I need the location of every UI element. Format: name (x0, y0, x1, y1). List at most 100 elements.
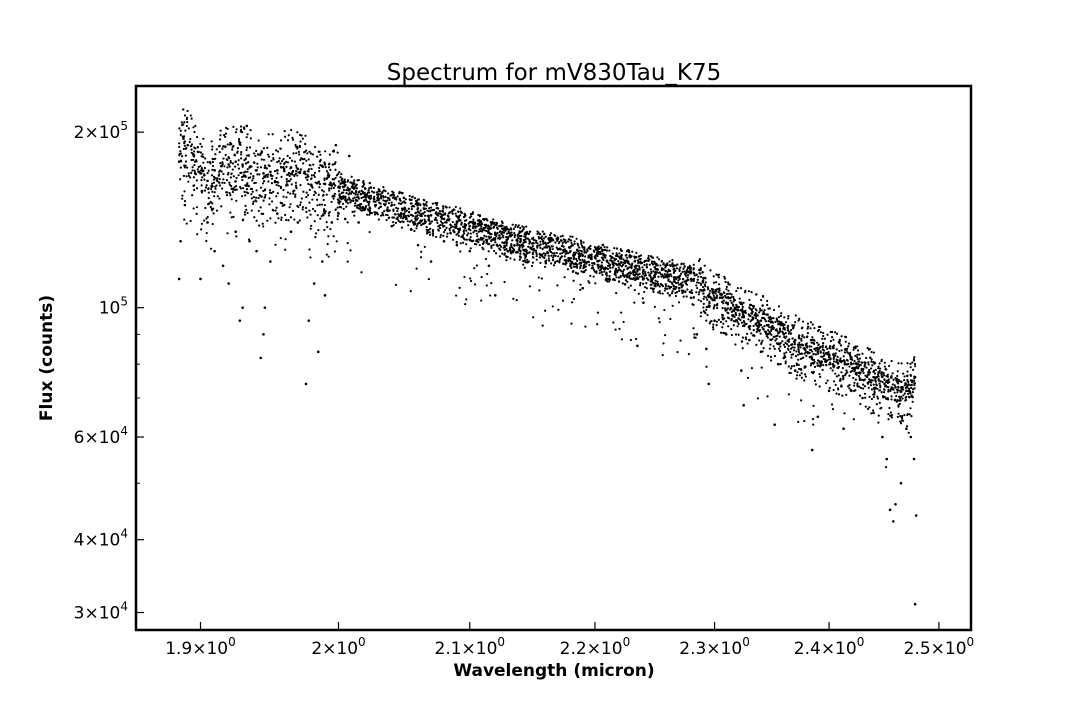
data-point (843, 374, 847, 377)
data-point (305, 195, 308, 199)
data-point (231, 190, 234, 194)
data-point (310, 177, 313, 180)
data-point (304, 173, 307, 176)
data-point (637, 277, 640, 280)
data-point (489, 220, 492, 224)
data-point (721, 297, 724, 300)
data-point (598, 269, 601, 272)
data-point (639, 281, 642, 285)
data-point (393, 203, 396, 206)
data-point (675, 281, 678, 285)
data-point (728, 292, 732, 295)
data-point (370, 212, 374, 215)
data-point (812, 404, 815, 407)
data-point (611, 266, 614, 269)
data-point (336, 151, 339, 154)
data-point (600, 261, 604, 264)
data-point (346, 242, 349, 245)
data-point (237, 174, 240, 177)
data-point (839, 377, 842, 380)
data-point (767, 323, 770, 326)
data-point (709, 289, 712, 293)
data-point (633, 271, 637, 274)
data-point (267, 133, 270, 136)
data-point (909, 379, 913, 382)
data-point (227, 157, 231, 160)
data-point (221, 147, 224, 150)
data-point (514, 251, 518, 254)
data-point (539, 240, 542, 243)
data-point (225, 194, 229, 197)
data-point (832, 356, 836, 359)
data-point (502, 227, 506, 230)
data-point (451, 209, 454, 212)
absorption-point (581, 286, 584, 290)
data-point (904, 399, 907, 402)
data-point (703, 295, 706, 298)
data-point (766, 333, 769, 336)
data-point (887, 388, 890, 391)
data-point (537, 231, 540, 234)
data-point (217, 181, 221, 184)
data-point (887, 412, 890, 416)
data-point (748, 326, 751, 330)
data-point (524, 261, 527, 264)
data-point (834, 352, 837, 355)
data-point (333, 250, 337, 253)
data-point (423, 245, 426, 249)
data-point (695, 281, 699, 284)
data-point (769, 318, 772, 321)
data-point (597, 267, 600, 270)
data-point (747, 313, 750, 316)
data-point (377, 207, 380, 210)
data-point (867, 348, 871, 351)
data-point (544, 252, 547, 255)
data-point (616, 269, 619, 273)
data-point (382, 214, 385, 217)
data-point (401, 209, 404, 212)
data-point (803, 336, 806, 339)
data-point (878, 367, 882, 370)
data-point (222, 157, 225, 160)
data-point (530, 264, 534, 268)
data-point (296, 147, 299, 150)
data-point (712, 307, 715, 310)
data-point (857, 374, 861, 378)
data-point (502, 246, 505, 249)
data-point (377, 218, 380, 221)
data-point (351, 184, 354, 188)
data-point (528, 251, 531, 254)
data-point (814, 353, 818, 356)
data-point (245, 208, 248, 211)
data-point (651, 287, 654, 290)
data-point (691, 303, 694, 306)
data-point (189, 219, 192, 223)
data-point (379, 205, 383, 208)
data-point (314, 181, 317, 184)
data-point (523, 266, 526, 269)
data-point (727, 289, 730, 292)
data-point (429, 206, 433, 209)
absorption-point (321, 260, 324, 263)
data-point (270, 200, 274, 203)
data-point (519, 226, 522, 230)
data-point (759, 298, 763, 302)
data-point (299, 201, 302, 204)
absorption-point (289, 230, 293, 233)
data-point (868, 378, 871, 381)
data-point (215, 209, 219, 212)
data-point (770, 329, 773, 332)
data-point (643, 290, 646, 294)
data-point (442, 234, 445, 237)
data-point (328, 183, 331, 186)
data-point (548, 246, 552, 250)
data-point (579, 288, 582, 291)
data-point (821, 337, 824, 340)
data-point (856, 357, 859, 361)
data-point (294, 172, 298, 175)
data-point (766, 313, 769, 316)
data-point (849, 370, 852, 374)
data-point (799, 357, 802, 360)
data-point (859, 363, 862, 367)
data-point (445, 221, 448, 224)
